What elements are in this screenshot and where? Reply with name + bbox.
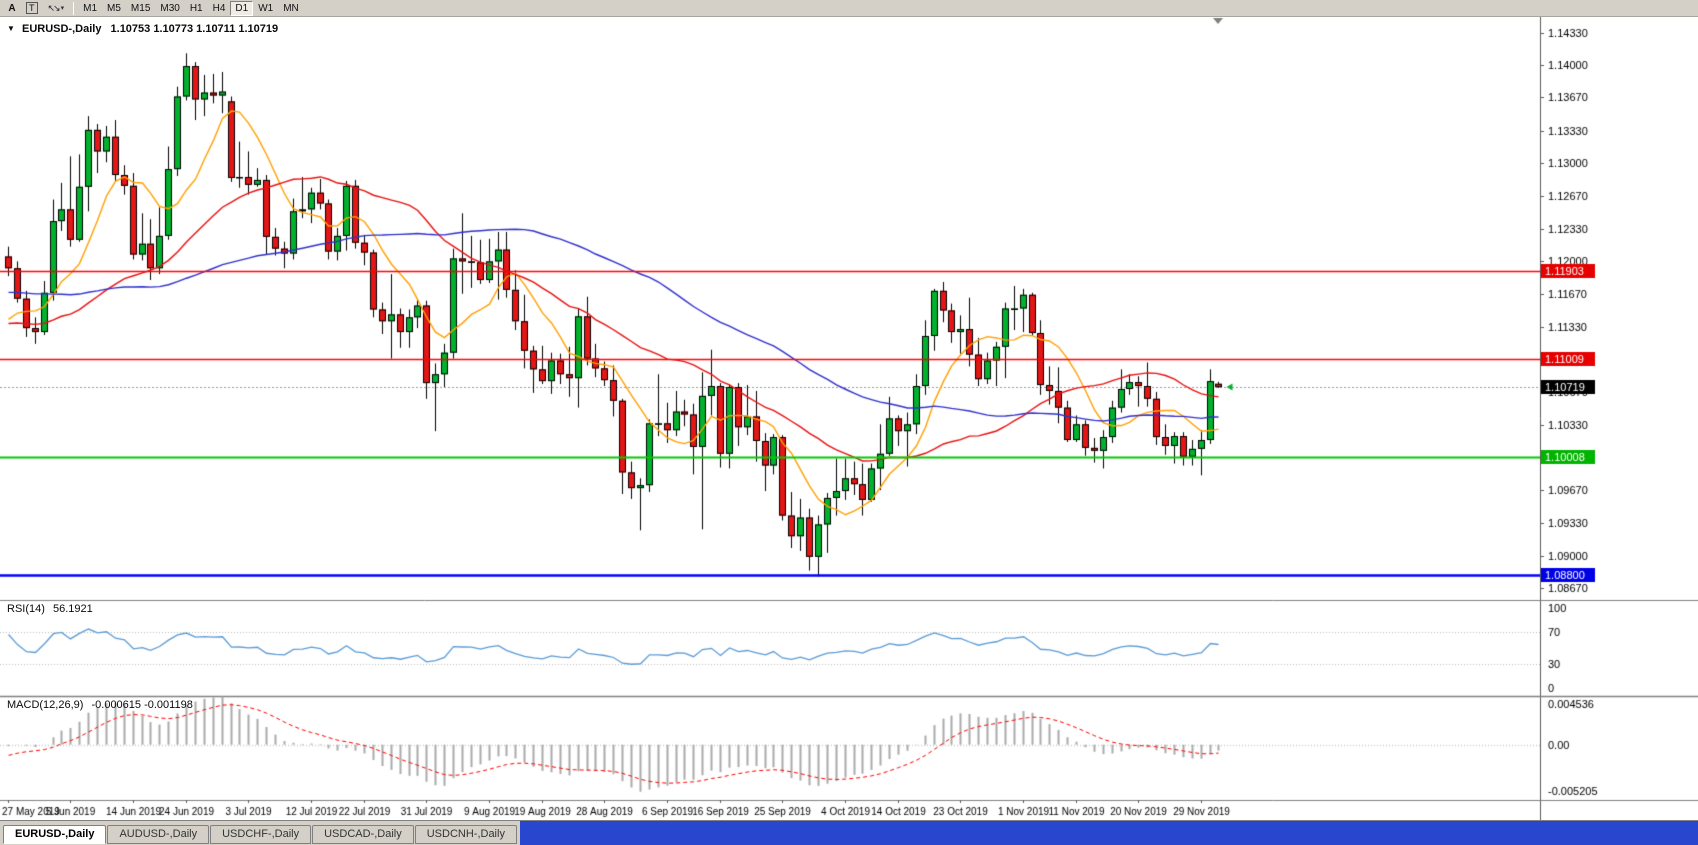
caret-down-icon: ▾ bbox=[60, 5, 65, 12]
text-tool-icon: T bbox=[26, 2, 38, 14]
timeframe-button-m1[interactable]: M1 bbox=[83, 2, 98, 14]
macd-name: MACD(12,26,9) bbox=[7, 699, 84, 711]
timeframe-button-mn[interactable]: MN bbox=[283, 2, 299, 14]
tabbar-empty-area bbox=[519, 821, 1698, 845]
tabbar: EURUSD-,Daily AUDUSD-,Daily USDCHF-,Daily U… bbox=[0, 820, 1698, 845]
one-click-trading-caret-icon[interactable]: ▼ bbox=[7, 24, 15, 33]
chart-window bbox=[0, 17, 1698, 820]
timeframe-button-m5[interactable]: M5 bbox=[107, 2, 121, 14]
toolbar: A T ↖↘ ▾ M1 M5 M15 M30 H1 H4 D1 W1 MN bbox=[0, 0, 1698, 17]
timeframe-button-h4[interactable]: H4 bbox=[212, 2, 226, 14]
timeframe-button-m30[interactable]: M30 bbox=[160, 2, 180, 14]
tool-button-a[interactable]: A bbox=[8, 2, 16, 14]
chart-tab-usdchf[interactable]: USDCHF-,Daily bbox=[210, 824, 312, 844]
chart-symbol-label: EURUSD-,Daily bbox=[21, 23, 102, 35]
chart-ohlc-values: 1.10753 1.10773 1.10711 1.10719 bbox=[110, 23, 279, 35]
chart-tabs: EURUSD-,Daily AUDUSD-,Daily USDCHF-,Daily U… bbox=[0, 821, 520, 845]
chart-tab-audusd[interactable]: AUDUSD-,Daily bbox=[107, 824, 210, 844]
rsi-label: RSI(14) 56.1921 bbox=[7, 603, 93, 615]
chart-tab-usdcnh[interactable]: USDCNH-,Daily bbox=[414, 824, 517, 844]
tool-button-t[interactable]: T bbox=[21, 1, 43, 16]
toolbar-separator bbox=[73, 1, 75, 15]
rsi-name: RSI(14) bbox=[7, 603, 45, 615]
macd-values: -0.000615 -0.001198 bbox=[91, 699, 193, 711]
cursor-tool-button[interactable]: ↖↘ ▾ bbox=[43, 1, 70, 16]
chart-title: ▼ EURUSD-,Daily 1.10753 1.10773 1.10711 … bbox=[7, 23, 278, 35]
timeframe-button-m15[interactable]: M15 bbox=[130, 2, 151, 14]
macd-label: MACD(12,26,9) -0.000615 -0.001198 bbox=[7, 699, 193, 711]
cursor-arrows-icon: ↖↘ bbox=[47, 2, 61, 13]
timeframe-button-h1[interactable]: H1 bbox=[189, 2, 203, 14]
timeframe-button-w1[interactable]: W1 bbox=[258, 2, 274, 14]
chart-tab-usdcad[interactable]: USDCAD-,Daily bbox=[312, 824, 414, 844]
timeframe-button-d1[interactable]: D1 bbox=[230, 0, 254, 16]
rsi-value: 56.1921 bbox=[52, 603, 93, 615]
timeframe-buttons: M1 M5 M15 M30 H1 H4 D1 W1 MN bbox=[78, 0, 304, 16]
price-chart-canvas[interactable] bbox=[0, 17, 1698, 820]
chart-tab-eurusd[interactable]: EURUSD-,Daily bbox=[3, 824, 107, 844]
